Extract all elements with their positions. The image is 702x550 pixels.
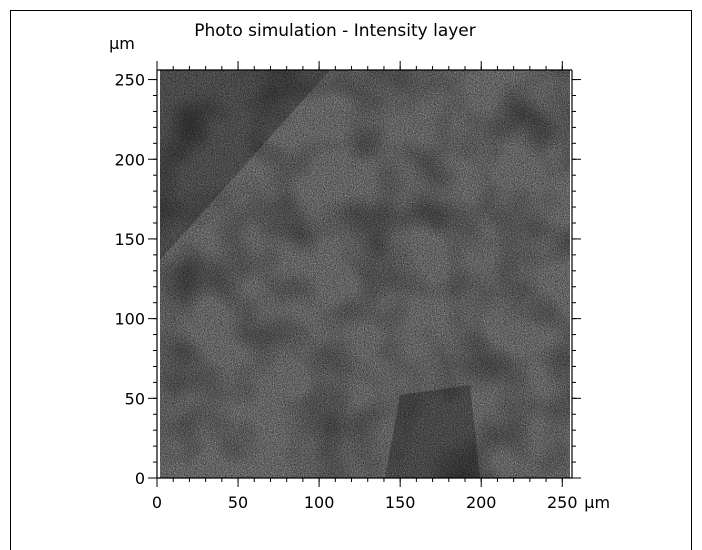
image-dark-regions [160,70,570,478]
y-tick-label: 150 [114,230,145,249]
chart-svg: Photo simulation - Intensity layer µm 0 5… [109,21,610,512]
y-axis-unit: µm [109,34,135,53]
x-tick-label: 150 [385,493,416,512]
x-tick-label: 250 [547,493,578,512]
y-tick-label: 0 [135,469,145,488]
x-axis-unit: µm [584,493,610,512]
chart-title: Photo simulation - Intensity layer [194,21,476,41]
x-tick-label: 200 [466,493,497,512]
x-tick-label: 0 [152,493,162,512]
y-tick-label: 250 [114,71,145,90]
axes: 0 50 100 150 200 250 0 50 100 150 200 250 µm [114,61,610,512]
intensity-image [160,70,570,478]
chart-frame [10,10,692,550]
y-tick-label: 100 [114,310,145,329]
image-dark-lower-patch [385,385,480,478]
image-dark-upper-left [160,70,330,260]
x-tick-label: 100 [304,493,335,512]
x-tick-label: 50 [228,493,248,512]
y-tick-label: 50 [125,389,145,408]
y-tick-label: 200 [114,150,145,169]
